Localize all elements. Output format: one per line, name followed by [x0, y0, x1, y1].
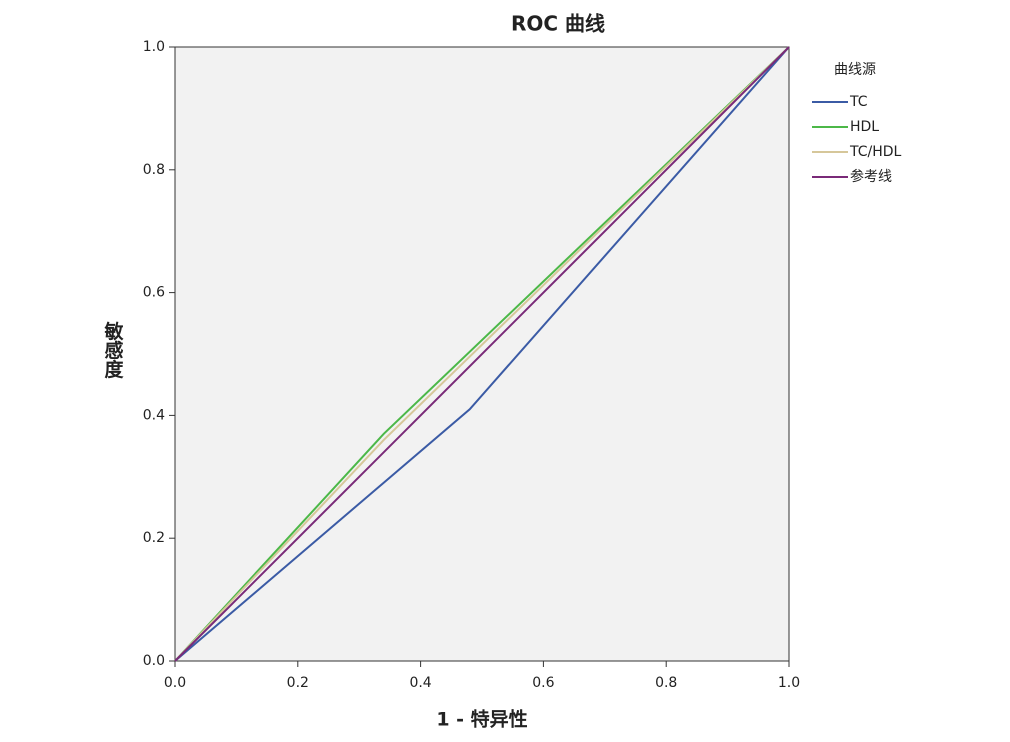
x-tick-label: 1.0	[778, 675, 800, 691]
legend-label: TC	[849, 94, 868, 110]
y-tick-label: 1.0	[143, 39, 165, 55]
x-tick-label: 0.6	[532, 675, 554, 691]
chart-title: ROC 曲线	[511, 12, 605, 36]
y-tick-label: 0.2	[143, 530, 165, 546]
x-tick-label: 0.0	[164, 675, 186, 691]
x-tick-label: 0.2	[287, 675, 309, 691]
roc-line	[174, 46, 790, 662]
legend-label: TC/HDL	[849, 144, 902, 160]
y-tick-label: 0.0	[143, 653, 165, 669]
x-tick-label: 0.8	[655, 675, 677, 691]
legend-label: HDL	[850, 119, 879, 135]
legend-title: 曲线源	[834, 62, 876, 78]
roc-line	[174, 46, 790, 662]
legend-label: 参考线	[850, 168, 892, 185]
roc-line	[174, 46, 790, 662]
y-tick-label: 0.6	[143, 285, 165, 301]
y-axis-label: 敏感度	[102, 320, 125, 379]
roc-line	[174, 46, 790, 662]
y-tick-label: 0.4	[143, 407, 165, 423]
x-axis-label: 1 - 特异性	[436, 708, 527, 731]
y-tick-label: 0.8	[143, 162, 165, 178]
x-tick-label: 0.4	[409, 675, 431, 691]
